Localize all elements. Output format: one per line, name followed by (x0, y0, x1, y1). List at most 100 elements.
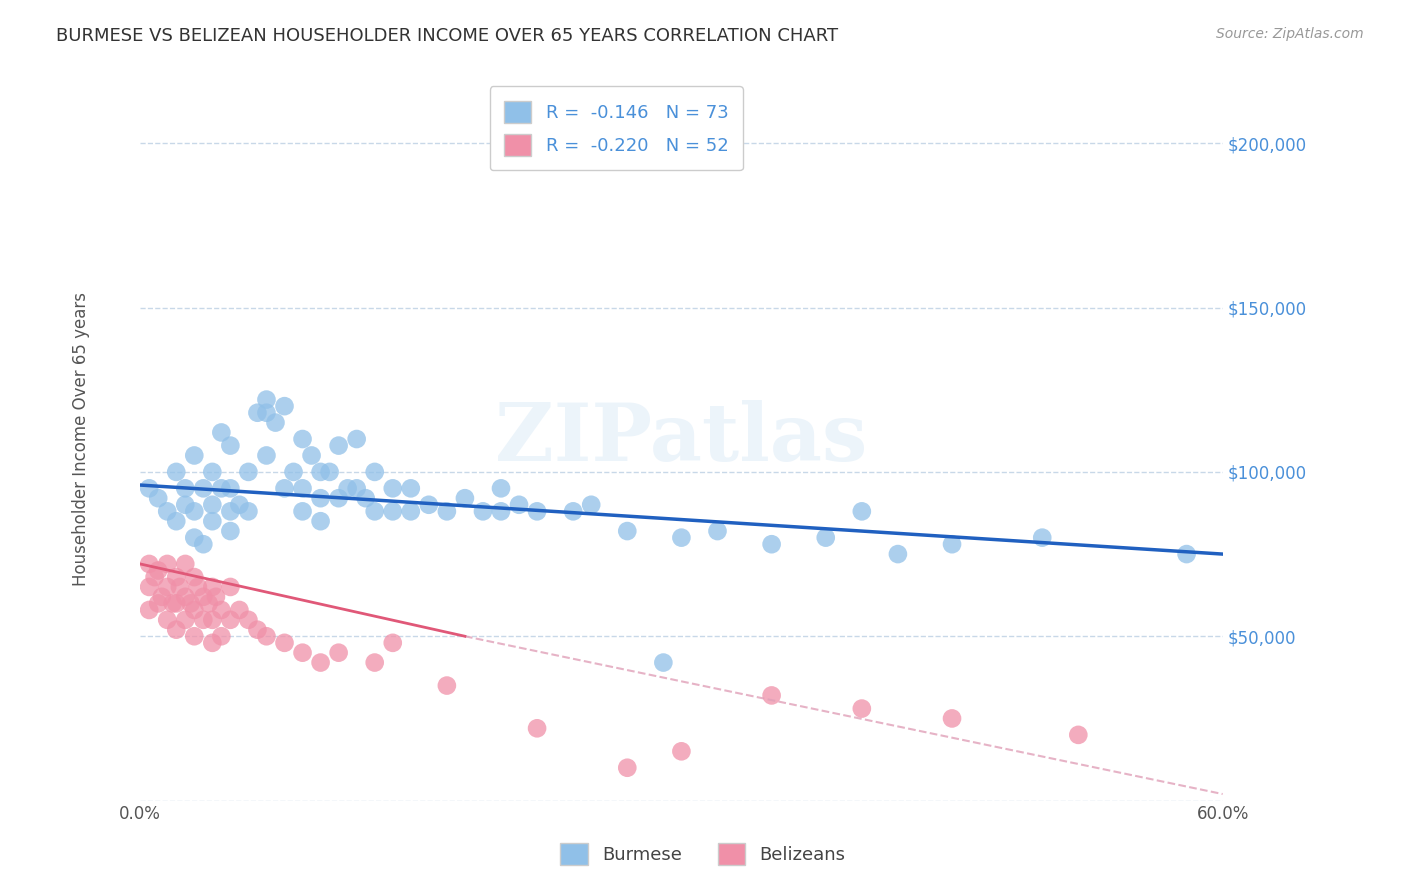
Point (399, 504, 422, 518)
Point (526, 504, 548, 518)
Point (138, 603, 160, 617)
Point (238, 465, 260, 479)
Point (336, 481, 359, 495)
Point (174, 481, 197, 495)
Point (143, 570, 166, 584)
Point (183, 531, 205, 545)
Point (219, 524, 242, 538)
Point (436, 679, 458, 693)
Point (138, 481, 160, 495)
Point (761, 537, 783, 551)
Point (887, 547, 910, 561)
Point (273, 481, 295, 495)
Point (174, 557, 197, 571)
Text: ZIPatlas: ZIPatlas (495, 400, 868, 478)
Point (156, 613, 179, 627)
Point (148, 596, 170, 610)
Point (256, 406, 278, 420)
Point (138, 580, 160, 594)
Point (454, 491, 477, 506)
Point (381, 636, 404, 650)
Point (219, 481, 242, 495)
Point (328, 646, 350, 660)
Point (156, 557, 179, 571)
Point (364, 504, 387, 518)
Point (209, 603, 232, 617)
Point (156, 504, 179, 518)
Point (165, 596, 187, 610)
Point (346, 481, 368, 495)
Point (671, 531, 693, 545)
Point (1175, 547, 1198, 561)
Point (201, 514, 224, 528)
Point (1067, 728, 1090, 742)
Point (183, 504, 205, 518)
Point (138, 557, 160, 571)
Point (256, 629, 278, 643)
Point (193, 590, 215, 604)
Point (180, 596, 202, 610)
Point (706, 524, 728, 538)
Point (346, 432, 368, 446)
Point (309, 465, 332, 479)
Point (381, 504, 404, 518)
Point (562, 504, 585, 518)
Point (508, 498, 530, 512)
Point (174, 498, 197, 512)
Point (616, 761, 638, 775)
Point (283, 465, 305, 479)
Point (148, 564, 170, 578)
Point (291, 504, 314, 518)
Point (328, 491, 350, 506)
Point (209, 629, 232, 643)
Point (201, 636, 224, 650)
Point (201, 498, 224, 512)
Point (399, 481, 422, 495)
Legend: R =  -0.146   N = 73, R =  -0.220   N = 52: R = -0.146 N = 73, R = -0.220 N = 52 (489, 87, 742, 170)
Point (291, 432, 314, 446)
Point (616, 524, 638, 538)
Point (1031, 531, 1053, 545)
Point (471, 504, 494, 518)
Point (162, 596, 184, 610)
Point (256, 392, 278, 407)
Legend: Burmese, Belizeans: Burmese, Belizeans (551, 834, 855, 874)
Point (489, 504, 512, 518)
Point (291, 481, 314, 495)
Point (301, 449, 323, 463)
Point (354, 491, 377, 506)
Point (318, 465, 340, 479)
Point (652, 656, 675, 670)
Point (219, 504, 242, 518)
Point (851, 701, 873, 715)
Point (381, 481, 404, 495)
Point (761, 689, 783, 703)
Point (183, 603, 205, 617)
Point (193, 537, 215, 551)
Point (193, 613, 215, 627)
Point (273, 636, 295, 650)
Point (165, 514, 187, 528)
Point (228, 498, 250, 512)
Point (201, 613, 224, 627)
Point (156, 580, 179, 594)
Point (941, 711, 963, 725)
Point (238, 504, 260, 518)
Text: Householder Income Over 65 years: Householder Income Over 65 years (72, 292, 90, 586)
Text: BURMESE VS BELIZEAN HOUSEHOLDER INCOME OVER 65 YEARS CORRELATION CHART: BURMESE VS BELIZEAN HOUSEHOLDER INCOME O… (56, 27, 838, 45)
Point (264, 416, 287, 430)
Text: Source: ZipAtlas.com: Source: ZipAtlas.com (1216, 27, 1364, 41)
Point (246, 623, 269, 637)
Point (201, 580, 224, 594)
Point (183, 449, 205, 463)
Point (165, 623, 187, 637)
Point (205, 590, 228, 604)
Point (489, 481, 512, 495)
Point (150, 590, 173, 604)
Point (174, 590, 197, 604)
Point (671, 744, 693, 758)
Point (309, 656, 332, 670)
Point (187, 580, 209, 594)
Point (174, 613, 197, 627)
Point (418, 498, 440, 512)
